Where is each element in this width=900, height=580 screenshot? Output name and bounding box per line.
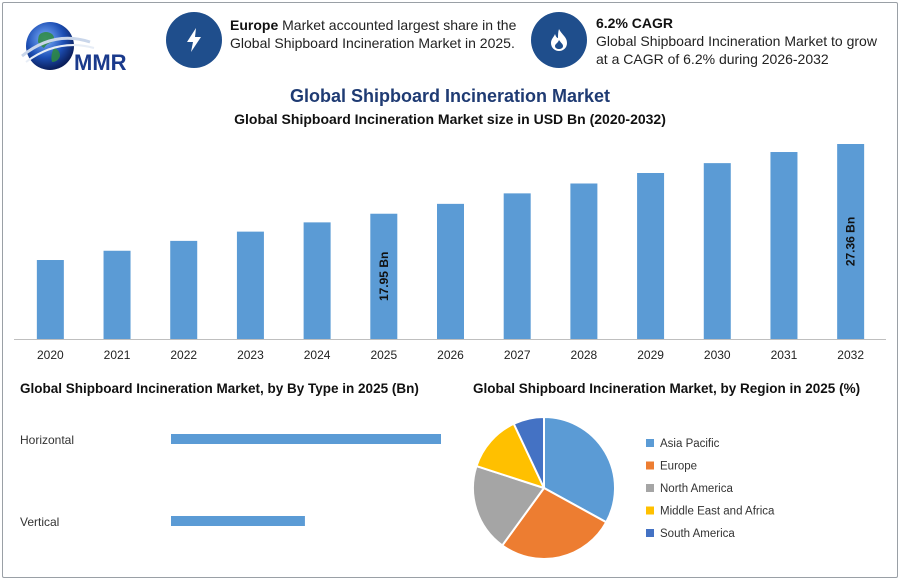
chart-subtitle: Global Shipboard Incineration Market siz… <box>234 111 666 127</box>
info-circle-2 <box>531 12 587 68</box>
type-chart-title: Global Shipboard Incineration Market, by… <box>20 381 419 396</box>
logo-text: MMR <box>74 50 127 75</box>
info-bold-1: Europe <box>230 17 279 33</box>
mmr-logo: MMR <box>21 22 127 75</box>
info-body-1: Market accounted largest share in the Gl… <box>230 17 517 51</box>
info-body-2: Global Shipboard Incineration Market to … <box>596 33 877 67</box>
lightning-icon <box>187 28 201 52</box>
globe-icon <box>26 22 74 70</box>
flame-icon <box>551 29 567 51</box>
region-chart-title: Global Shipboard Incineration Market, by… <box>473 381 861 396</box>
info-text-1: Europe Market accounted largest share in… <box>230 16 520 52</box>
chart-title: Global Shipboard Incineration Market <box>289 86 611 106</box>
info-bold-2: 6.2% CAGR <box>596 15 674 31</box>
info-text-2: 6.2% CAGR Global Shipboard Incineration M… <box>596 14 888 68</box>
info-circle-1 <box>166 12 222 68</box>
